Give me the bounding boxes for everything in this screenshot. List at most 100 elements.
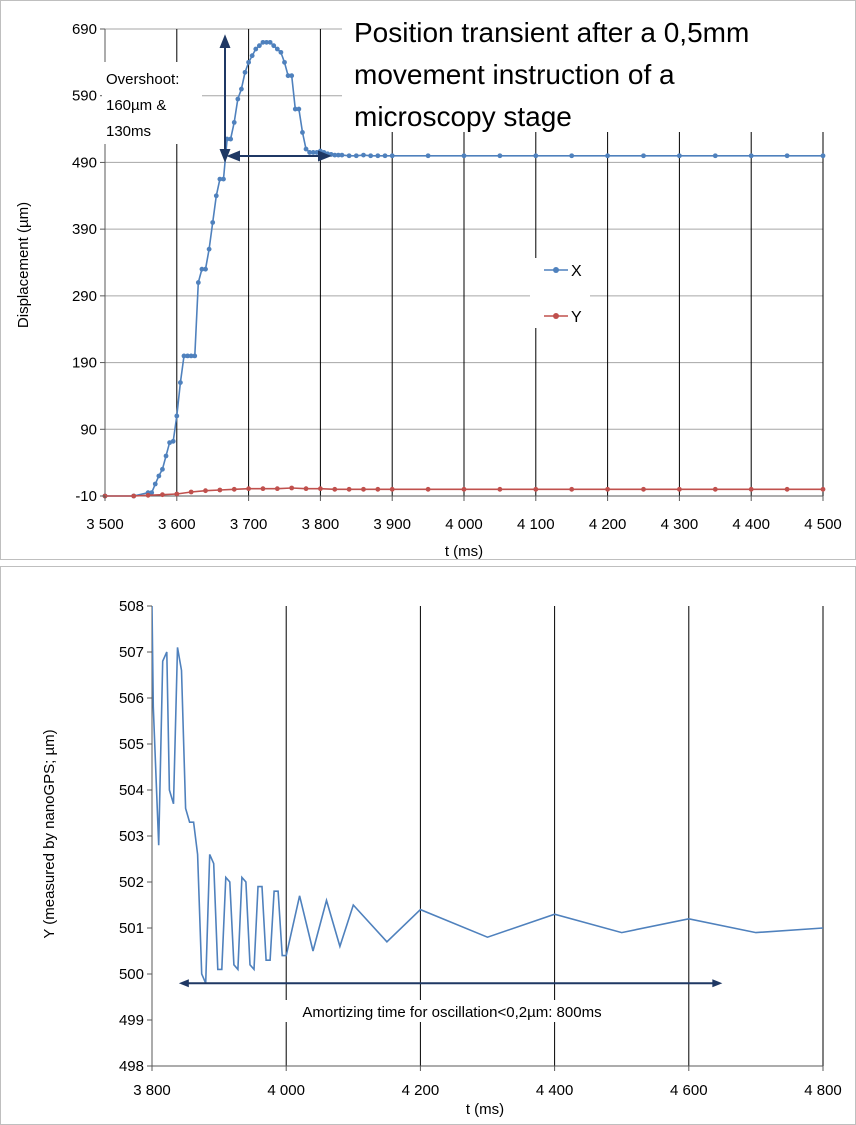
data-point-x: [748, 153, 754, 159]
data-point-y: [569, 486, 575, 492]
arrowhead-down: [219, 149, 231, 163]
data-point-x: [368, 153, 374, 159]
data-point-x: [192, 353, 198, 359]
data-point-x: [213, 193, 219, 199]
arrowhead-up: [219, 34, 231, 48]
overshoot-annotation: Overshoot: 160µm & 130ms: [106, 71, 179, 140]
x-tick-label: 4 200: [402, 1082, 440, 1099]
y-tick-label: -10: [75, 488, 97, 505]
legend: X Y: [530, 258, 590, 328]
data-point-x: [389, 153, 395, 159]
data-point-y: [375, 486, 381, 492]
amortizing-label-background: [244, 1000, 668, 1022]
data-point-x: [784, 153, 790, 159]
y-tick-label: 507: [119, 644, 144, 661]
data-point-x: [271, 43, 277, 49]
x-tick-label: 4 300: [661, 516, 699, 533]
data-point-y: [289, 485, 295, 491]
data-point-x: [332, 152, 338, 158]
data-point-x: [375, 153, 381, 159]
data-point-x: [497, 153, 503, 159]
data-point-x: [228, 136, 234, 142]
data-point-y: [260, 486, 266, 492]
data-point-x: [177, 380, 183, 385]
y-tick-label: 501: [119, 920, 144, 937]
y-axis-label: Displacement (µm): [15, 202, 32, 328]
data-point-x: [310, 150, 316, 155]
data-point-y: [461, 486, 467, 492]
data-point-x: [242, 69, 248, 75]
y-tick-label: 499: [119, 1012, 144, 1029]
data-point-x: [274, 46, 280, 52]
chart-title: Position transient after a 0,5mm movemen…: [354, 17, 749, 132]
data-point-x: [210, 220, 216, 225]
x-tick-label: 4 800: [804, 1082, 842, 1099]
y-tick-label: 190: [72, 355, 97, 372]
y-axis-label: Y (measured by nanoGPS; µm): [41, 729, 58, 938]
y-tick-label: 502: [119, 874, 144, 891]
x-tick-label: 3 800: [133, 1082, 171, 1099]
data-point-y: [145, 492, 151, 498]
legend-label-x: X: [571, 263, 582, 280]
title-background: [342, 4, 842, 132]
data-point-x: [267, 39, 273, 45]
x-tick-label: 4 400: [536, 1082, 574, 1099]
y-tick-label: 290: [72, 288, 97, 305]
data-point-x: [174, 413, 180, 419]
x-tick-label: 3 900: [373, 516, 411, 533]
displacement-chart: -10 90 190 290 390 490 590 690 3 500 3 600 3 700 3 …: [0, 0, 856, 560]
data-point-x: [264, 39, 269, 45]
data-point-y: [533, 486, 539, 492]
data-point-x: [231, 120, 237, 125]
x-tick-label: 4 200: [589, 516, 627, 533]
data-point-y: [318, 486, 323, 492]
data-point-x: [339, 152, 345, 158]
data-point-x: [289, 73, 295, 79]
y-tick-label: 504: [119, 782, 144, 799]
data-point-y: [188, 489, 194, 495]
arrowhead-left: [178, 979, 189, 988]
data-point-y: [231, 486, 237, 492]
y-tick-label: 90: [80, 421, 97, 438]
series-line-1: [152, 606, 824, 984]
y-tick-label: 508: [119, 598, 144, 615]
overshoot-line-3: 130ms: [106, 123, 151, 140]
data-point-x: [170, 438, 176, 444]
amortizing-arrow: [178, 979, 723, 988]
data-point-y: [425, 486, 431, 492]
data-point-y: [605, 486, 610, 492]
data-point-x: [712, 153, 718, 159]
data-point-y: [217, 487, 223, 493]
x-tick-label: 4 000: [267, 1082, 305, 1099]
data-point-y: [332, 486, 338, 492]
data-point-x: [235, 96, 241, 102]
nanogps-chart: 498 499 500 501 502 503 504 505 506 507 508 3 800 4 …: [0, 566, 856, 1125]
data-point-y: [389, 486, 395, 492]
data-point-x: [253, 46, 259, 52]
y-tick-label: 590: [72, 88, 97, 105]
x-tick-label: 4 000: [445, 516, 483, 533]
series-line-y: [105, 487, 823, 497]
data-point-x: [152, 481, 158, 487]
overshoot-line-2: 160µm &: [106, 97, 166, 114]
overshoot-arrows: [219, 34, 332, 163]
y-tick-label: 500: [119, 966, 144, 983]
overshoot-label-background: [102, 62, 202, 144]
data-point-x: [149, 490, 155, 496]
data-point-x: [296, 106, 302, 112]
arrowhead-right: [318, 150, 332, 162]
data-point-x: [217, 176, 223, 182]
x-tick-label: 4 600: [670, 1082, 708, 1099]
data-point-y: [820, 486, 826, 492]
data-point-x: [156, 473, 162, 479]
data-point-x: [605, 153, 610, 159]
y-tick-label: 390: [72, 221, 97, 238]
overshoot-line-1: Overshoot:: [106, 71, 179, 88]
legend-marker-y: [553, 313, 559, 319]
data-point-x: [256, 43, 262, 49]
data-point-x: [221, 176, 226, 182]
data-point-x: [285, 73, 291, 79]
data-point-x: [303, 146, 309, 152]
data-point-x: [353, 153, 359, 159]
x-tick-label: 4 500: [804, 516, 842, 533]
